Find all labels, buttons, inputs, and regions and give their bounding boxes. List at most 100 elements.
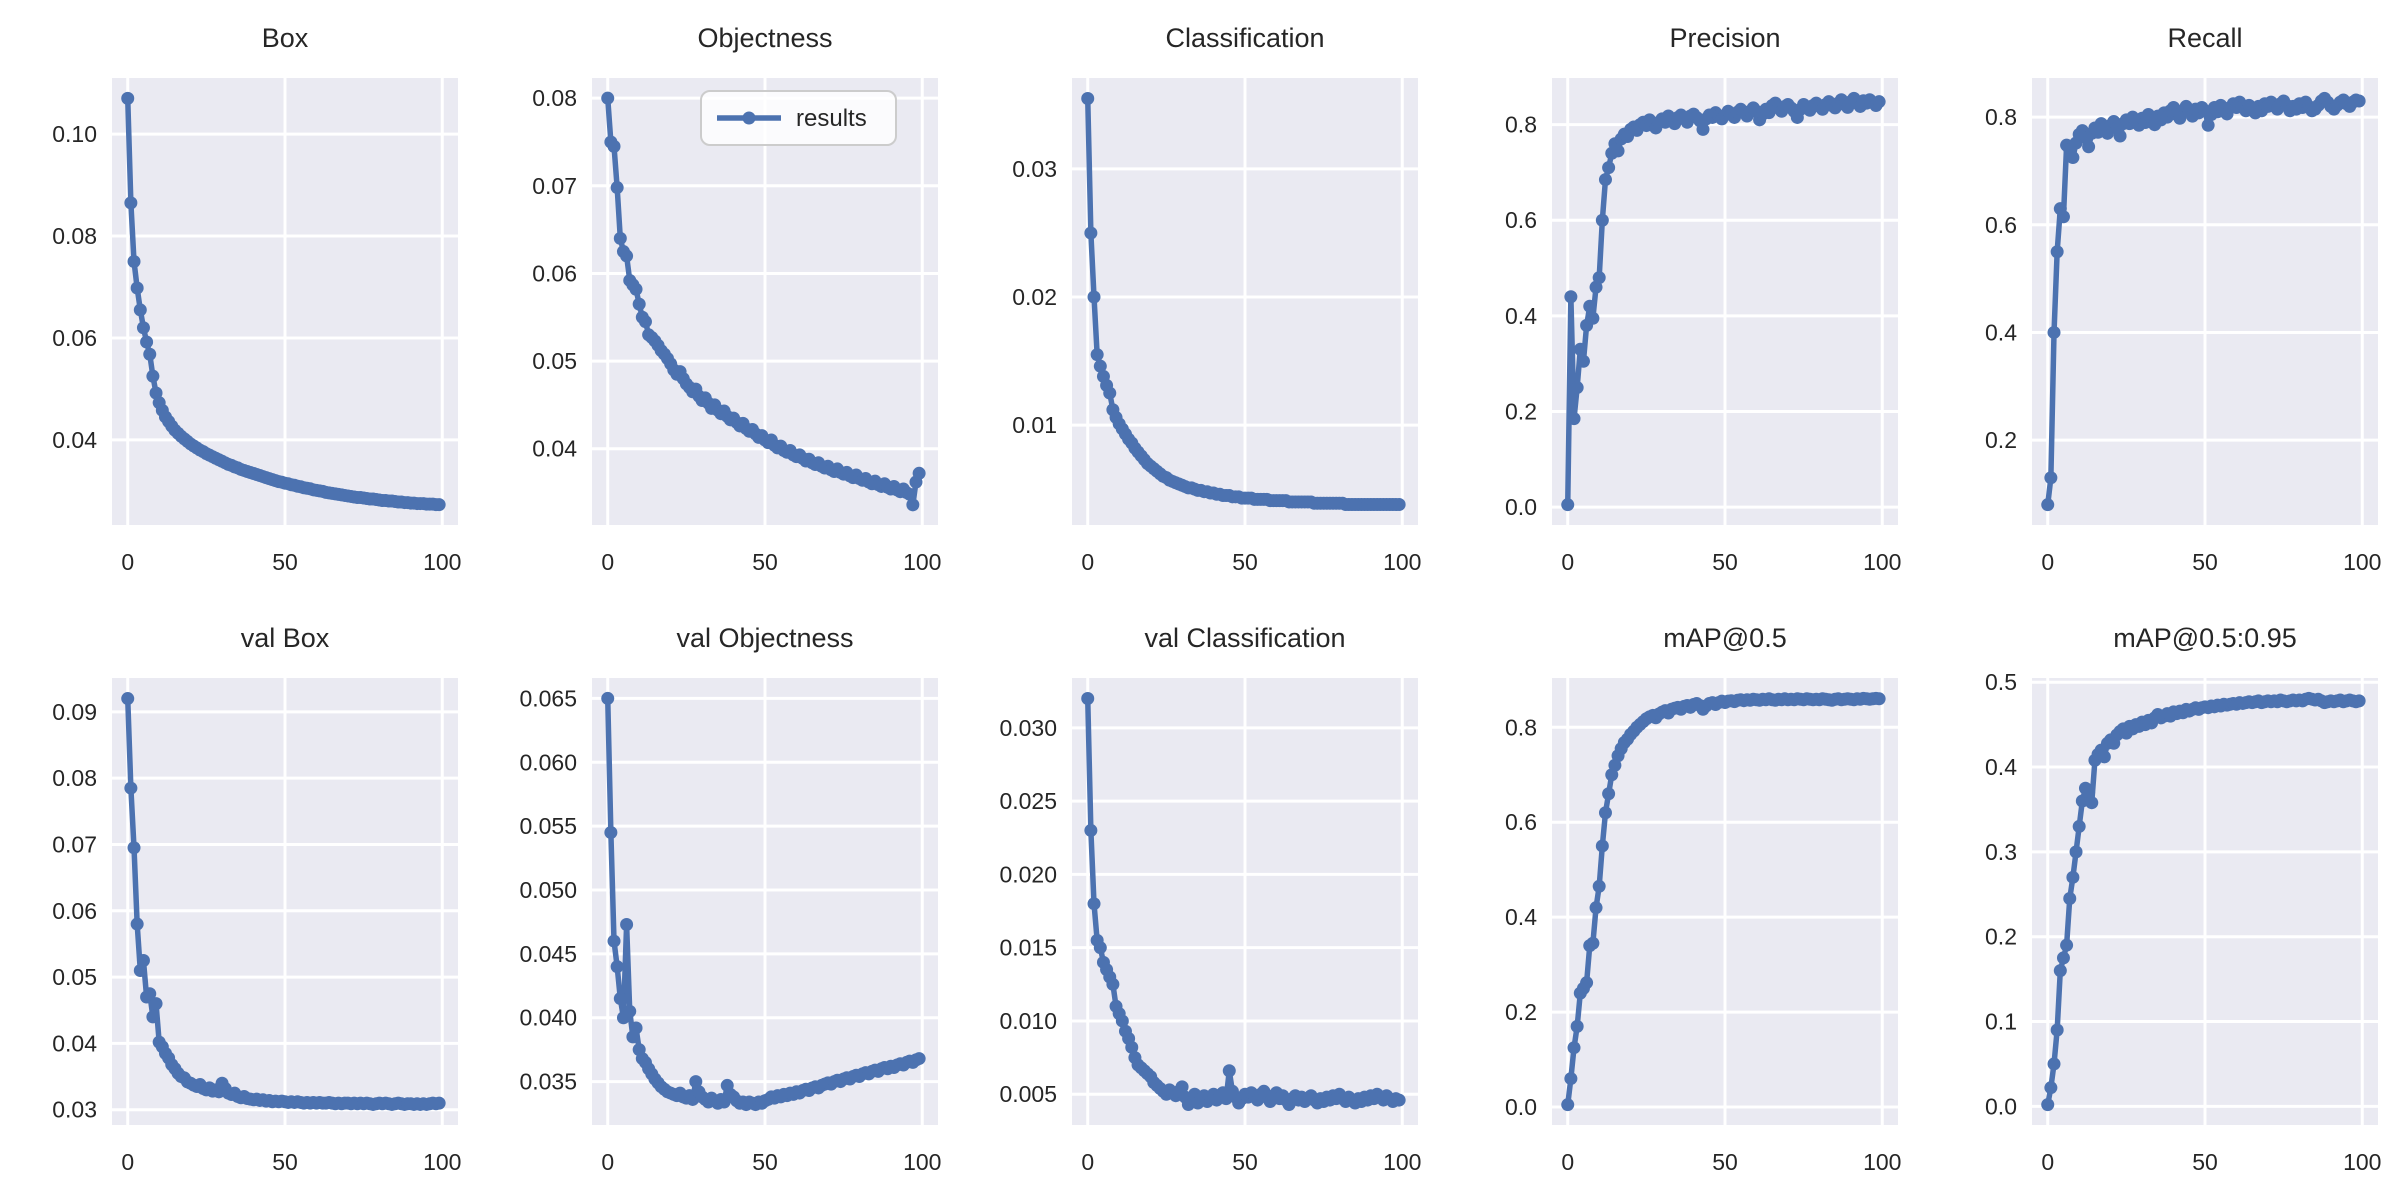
svg-text:50: 50 — [2192, 1149, 2218, 1175]
svg-text:0.6: 0.6 — [1505, 809, 1537, 835]
svg-text:0.06: 0.06 — [52, 898, 97, 924]
svg-text:0: 0 — [2041, 1149, 2054, 1175]
subplot-objectness: 0.04 0.05 0.06 0.07 0.08 0 50 100 Objectness resu… — [480, 0, 960, 600]
svg-text:0.045: 0.045 — [519, 941, 577, 967]
svg-text:0.035: 0.035 — [519, 1069, 577, 1095]
svg-text:0.2: 0.2 — [1985, 427, 2017, 453]
subplot-map-0-5: 0.0 0.2 0.4 0.6 0.8 0 50 100 mAP@0.5 — [1440, 600, 1920, 1200]
x-tick-labels: 0 50 100 — [1561, 1149, 1901, 1175]
svg-text:0.6: 0.6 — [1505, 207, 1537, 233]
svg-text:0: 0 — [1081, 1149, 1094, 1175]
grid — [1072, 78, 1418, 525]
svg-text:50: 50 — [752, 549, 778, 575]
svg-text:0.05: 0.05 — [532, 348, 577, 374]
svg-text:0.060: 0.060 — [519, 749, 577, 775]
svg-text:0.6: 0.6 — [1985, 212, 2017, 238]
chart-val-box: 0.03 0.04 0.05 0.06 0.07 0.08 0.09 0 50 100 val Bo… — [52, 623, 461, 1175]
series-markers — [1081, 692, 1406, 1111]
chart-title: Precision — [1669, 23, 1780, 53]
svg-text:0.010: 0.010 — [999, 1008, 1057, 1034]
x-tick-labels: 0 50 100 — [121, 549, 461, 575]
svg-text:0.03: 0.03 — [52, 1097, 97, 1123]
legend: results — [700, 90, 897, 146]
series-markers — [2041, 691, 2366, 1112]
svg-text:0: 0 — [121, 1149, 134, 1175]
svg-text:0.2: 0.2 — [1985, 924, 2017, 950]
svg-text:0: 0 — [121, 549, 134, 575]
subplot-val-box: 0.03 0.04 0.05 0.06 0.07 0.08 0.09 0 50 100 val Bo… — [0, 600, 480, 1200]
svg-text:0.2: 0.2 — [1505, 398, 1537, 424]
subplot-box: 0.04 0.06 0.08 0.10 0 50 100 Box — [0, 0, 480, 600]
y-tick-labels: 0.035 0.040 0.045 0.050 0.055 0.060 0.065 — [519, 685, 577, 1094]
svg-text:0: 0 — [2041, 549, 2054, 575]
svg-text:0.10: 0.10 — [52, 121, 97, 147]
chart-map-0-5-0-95: 0.0 0.1 0.2 0.3 0.4 0.5 0 50 100 mAP@0.5:0.95 — [1985, 623, 2381, 1175]
x-tick-labels: 0 50 100 — [1081, 549, 1421, 575]
x-tick-labels: 0 50 100 — [121, 1149, 461, 1175]
svg-text:0.08: 0.08 — [52, 223, 97, 249]
svg-text:0.03: 0.03 — [1012, 156, 1057, 182]
chart-map-0-5: 0.0 0.2 0.4 0.6 0.8 0 50 100 mAP@0.5 — [1505, 623, 1901, 1175]
svg-text:0.04: 0.04 — [52, 427, 97, 453]
svg-text:0.0: 0.0 — [1505, 1094, 1537, 1120]
svg-text:100: 100 — [903, 1149, 941, 1175]
y-tick-labels: 0.03 0.04 0.05 0.06 0.07 0.08 0.09 — [52, 699, 97, 1123]
subplot-map-0-5-0-95: 0.0 0.1 0.2 0.3 0.4 0.5 0 50 100 mAP@0.5:0.95 — [1920, 600, 2400, 1200]
chart-val-classification: 0.005 0.010 0.015 0.020 0.025 0.030 0 50 100 val … — [999, 623, 1421, 1175]
svg-text:50: 50 — [752, 1149, 778, 1175]
svg-text:0.4: 0.4 — [1985, 754, 2017, 780]
svg-text:0.2: 0.2 — [1505, 999, 1537, 1025]
svg-text:0.1: 0.1 — [1985, 1009, 2017, 1035]
svg-text:100: 100 — [2343, 549, 2381, 575]
subplot-val-classification: 0.005 0.010 0.015 0.020 0.025 0.030 0 50 100 val … — [960, 600, 1440, 1200]
svg-text:0.4: 0.4 — [1505, 904, 1537, 930]
svg-text:0.02: 0.02 — [1012, 284, 1057, 310]
svg-text:0: 0 — [1561, 549, 1574, 575]
subplot-val-objectness: 0.035 0.040 0.045 0.050 0.055 0.060 0.065 0 50 10… — [480, 600, 960, 1200]
legend-label: results — [796, 105, 867, 132]
svg-text:0.005: 0.005 — [999, 1081, 1057, 1107]
svg-text:100: 100 — [1383, 1149, 1421, 1175]
chart-box: 0.04 0.06 0.08 0.10 0 50 100 Box — [52, 23, 461, 575]
svg-text:50: 50 — [1712, 549, 1738, 575]
chart-title: val Classification — [1144, 623, 1345, 653]
svg-text:0.015: 0.015 — [999, 935, 1057, 961]
svg-text:100: 100 — [423, 549, 461, 575]
svg-text:0: 0 — [1561, 1149, 1574, 1175]
y-tick-labels: 0.0 0.2 0.4 0.6 0.8 — [1505, 714, 1537, 1120]
svg-text:0: 0 — [601, 549, 614, 575]
svg-text:50: 50 — [272, 549, 298, 575]
svg-text:0.050: 0.050 — [519, 877, 577, 903]
svg-text:0.040: 0.040 — [519, 1005, 577, 1031]
svg-text:100: 100 — [1863, 549, 1901, 575]
chart-title: val Box — [241, 623, 330, 653]
svg-text:50: 50 — [272, 1149, 298, 1175]
svg-text:0.065: 0.065 — [519, 685, 577, 711]
series-markers — [1561, 691, 1886, 1112]
svg-text:50: 50 — [1712, 1149, 1738, 1175]
x-tick-labels: 0 50 100 — [2041, 549, 2381, 575]
svg-text:0.4: 0.4 — [1985, 319, 2017, 345]
svg-text:0.09: 0.09 — [52, 699, 97, 725]
svg-text:0.06: 0.06 — [52, 325, 97, 351]
svg-text:0.04: 0.04 — [52, 1030, 97, 1056]
svg-text:50: 50 — [1232, 549, 1258, 575]
series-markers — [121, 91, 446, 512]
chart-precision: 0.0 0.2 0.4 0.6 0.8 0 50 100 Precision — [1505, 23, 1901, 575]
series-markers — [1081, 91, 1406, 512]
chart-classification: 0.01 0.02 0.03 0 50 100 Classification — [1012, 23, 1421, 575]
svg-text:0.05: 0.05 — [52, 964, 97, 990]
svg-text:0.030: 0.030 — [999, 715, 1057, 741]
series-markers — [601, 691, 926, 1112]
x-tick-labels: 0 50 100 — [2041, 1149, 2381, 1175]
svg-text:100: 100 — [2343, 1149, 2381, 1175]
grid — [592, 78, 938, 525]
svg-text:50: 50 — [1232, 1149, 1258, 1175]
chart-recall: 0.2 0.4 0.6 0.8 0 50 100 Recall — [1985, 23, 2381, 575]
x-tick-labels: 0 50 100 — [601, 1149, 941, 1175]
svg-text:100: 100 — [1863, 1149, 1901, 1175]
svg-text:0.08: 0.08 — [532, 85, 577, 111]
chart-title: val Objectness — [676, 623, 853, 653]
svg-text:0.0: 0.0 — [1985, 1093, 2017, 1119]
